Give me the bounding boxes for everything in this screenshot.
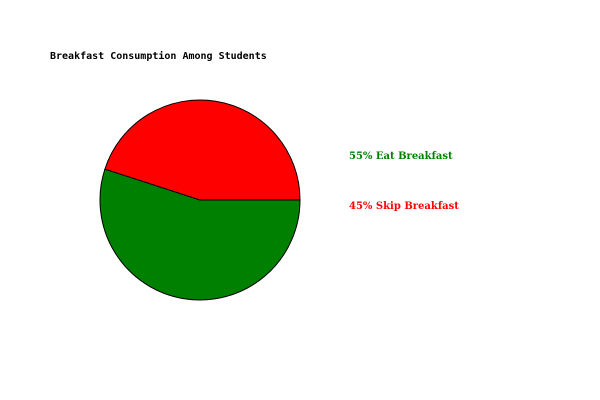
legend-entry-skip-breakfast: 45% Skip Breakfast (349, 201, 459, 212)
chart-title: Breakfast Consumption Among Students (50, 50, 267, 62)
pie (99, 99, 301, 301)
legend-entry-eat-breakfast: 55% Eat Breakfast (349, 151, 453, 162)
pie-slice-skip-breakfast (104, 99, 301, 201)
pie-slice-eat-breakfast (99, 168, 301, 301)
